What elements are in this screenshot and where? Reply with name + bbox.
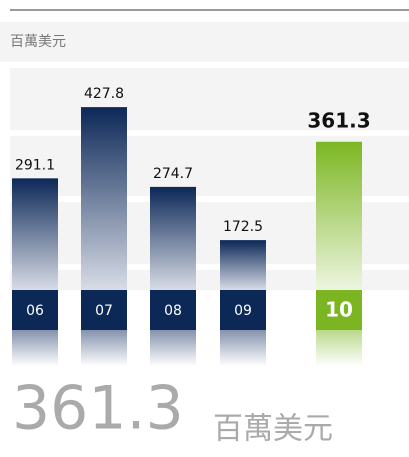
category-label: 07 — [95, 303, 113, 319]
value-label: 274.7 — [153, 166, 193, 182]
header-band — [0, 22, 409, 62]
category-box — [316, 290, 362, 330]
bar — [150, 186, 196, 290]
value-label: 427.8 — [84, 86, 124, 102]
callout-unit: 百萬美元 — [213, 412, 333, 447]
reflection — [12, 330, 58, 366]
category-box — [150, 290, 196, 330]
value-label: 291.1 — [15, 157, 55, 173]
category-box — [12, 290, 58, 330]
reflection — [81, 330, 127, 366]
band — [10, 68, 409, 130]
reflection — [316, 330, 362, 366]
bar — [81, 107, 127, 290]
reflection — [220, 330, 266, 366]
category-label: 10 — [325, 298, 353, 322]
bar — [12, 178, 58, 290]
category-label: 08 — [164, 303, 182, 319]
category-label: 09 — [234, 303, 252, 319]
value-label: 172.5 — [223, 219, 263, 235]
bar — [220, 240, 266, 290]
unit-label: 百萬美元 — [10, 34, 66, 50]
category-box — [220, 290, 266, 330]
bar — [316, 141, 362, 290]
value-label: 361.3 — [307, 108, 370, 132]
category-box — [81, 290, 127, 330]
reflection — [150, 330, 196, 366]
category-label: 06 — [26, 303, 44, 319]
bars: 06 291.1 07 427.8 08 274.7 09 172.5 10 361.3 — [12, 86, 371, 366]
callout-value: 361.3 — [12, 374, 184, 444]
